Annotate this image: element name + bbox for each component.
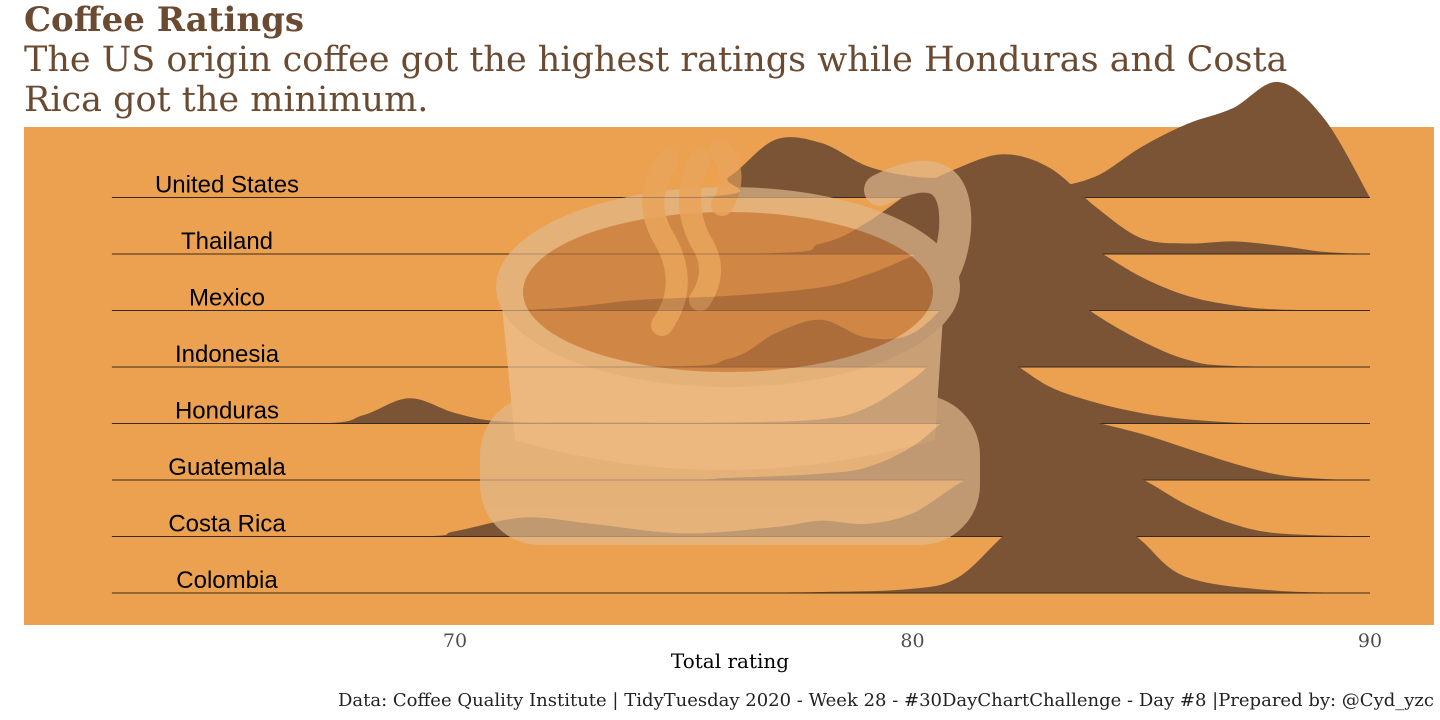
category-label: Indonesia (175, 341, 280, 368)
x-tick-label: 70 (443, 630, 467, 652)
ridge-honduras (111, 344, 1370, 424)
category-label: Guatemala (168, 454, 286, 481)
x-axis-title: Total rating (671, 649, 789, 673)
category-label: Colombia (176, 567, 278, 594)
x-tick-label: 90 (1358, 630, 1382, 652)
chart-subtitle: The US origin coffee got the highest rat… (24, 40, 1288, 120)
caption: Data: Coffee Quality Institute | TidyTue… (337, 690, 1434, 711)
category-label: Costa Rica (168, 511, 286, 538)
x-tick-label: 80 (900, 630, 924, 652)
ridge-colombia (111, 490, 1370, 593)
chart-title: Coffee Ratings (24, 0, 305, 40)
ridge-indonesia (111, 261, 1370, 367)
category-label: United States (155, 172, 299, 199)
coffee-cup-icon (480, 139, 980, 545)
category-label: Thailand (181, 228, 273, 255)
x-axis: 70 80 90 Total rating (443, 630, 1382, 673)
category-labels: Colombia Costa Rica Guatemala Honduras Indon… (155, 172, 299, 595)
category-label: Mexico (189, 285, 265, 312)
ridges-group (111, 81, 1370, 594)
category-label: Honduras (175, 398, 279, 425)
